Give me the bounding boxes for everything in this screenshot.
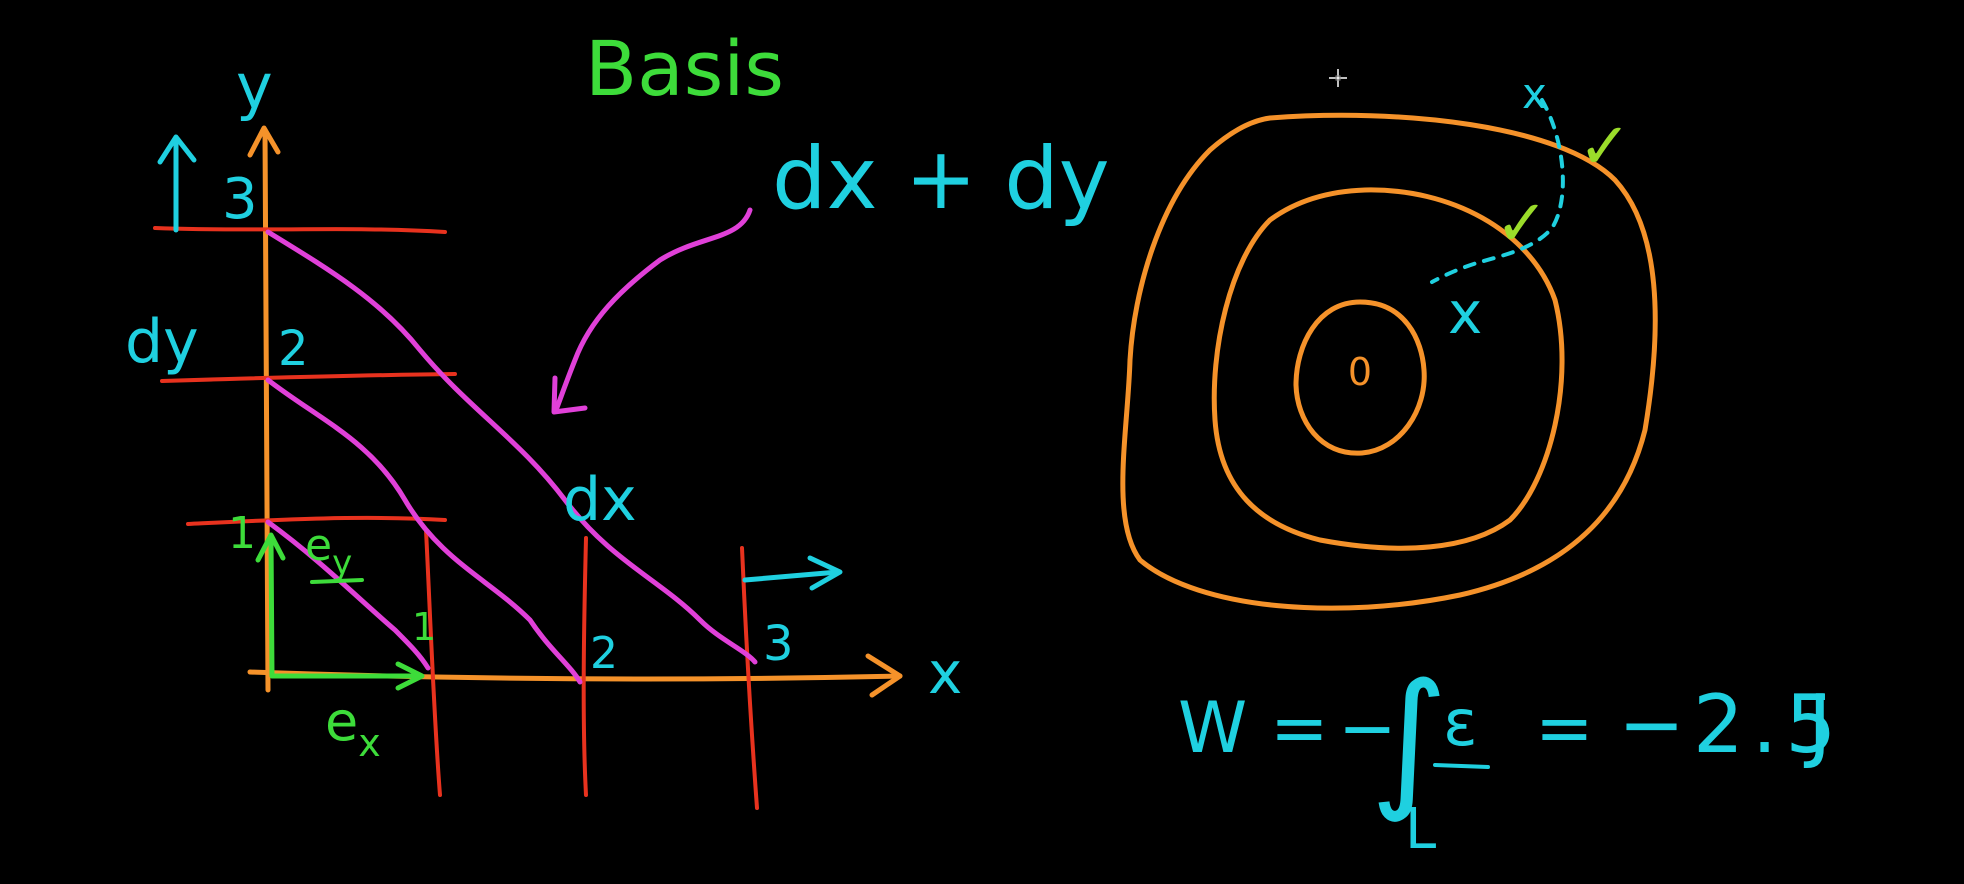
y-axis-line: [262, 127, 271, 693]
y-tick-label-3: 3: [222, 167, 258, 232]
gridline-y1: [186, 515, 447, 526]
y-tick-label-2: 2: [278, 321, 309, 377]
diagonal-level-3: [265, 229, 758, 665]
y-tick-label-1: 1: [228, 508, 256, 559]
integral-symbol: ∫: [1370, 652, 1448, 826]
dx-label: dx: [563, 465, 637, 535]
x-axis-arrowhead: [865, 653, 903, 698]
cyan-path-dashed: [1430, 98, 1565, 284]
middle-contour: [1211, 187, 1565, 551]
center-label: 0: [1348, 350, 1372, 394]
equation-lhs: W: [1178, 687, 1247, 769]
cross-mark-bottom: x: [1448, 279, 1482, 347]
ey-basis-vector: [268, 537, 275, 679]
x-tick-label-1: 1: [412, 605, 436, 649]
crosshair-move-icon: [1329, 69, 1347, 87]
equation-unit: J: [1803, 678, 1832, 771]
diagonal-level-2: [265, 377, 583, 685]
title-basis: Basis: [585, 24, 784, 113]
ey-label-underline: [310, 578, 364, 584]
ey-label-base: e: [305, 520, 332, 571]
dy-label: dy: [125, 307, 199, 377]
sum-pointer-arrowhead: [551, 375, 588, 415]
dx-plus-dy-label: dx + dy: [772, 129, 1110, 229]
x-tick-label-3: 3: [763, 616, 794, 672]
integrand-underline: [1433, 763, 1490, 769]
work-equation: W = − ∫ ε L = −2.5 J: [1178, 652, 1844, 862]
integrand-epsilon: ε: [1443, 687, 1478, 761]
equation-equals-1: =: [1270, 687, 1329, 769]
inner-contour: [1293, 299, 1427, 456]
outer-contour: [1120, 112, 1658, 611]
up-arrow-icon-head: [157, 134, 197, 165]
check-mark-inner: ✓: [1495, 187, 1549, 261]
ex-label-subscript: x: [358, 721, 381, 765]
gridline-y2: [160, 372, 457, 383]
right-arrow-icon-head: [807, 555, 843, 591]
gridline-y3: [153, 226, 447, 234]
integral-lower-limit: L: [1405, 797, 1436, 862]
ey-basis-arrowhead: [255, 532, 286, 563]
equation-equals-2: =: [1535, 687, 1594, 769]
gridline-x1: [424, 528, 442, 797]
cross-mark-top: x: [1522, 69, 1547, 118]
sum-pointer-arrow: [553, 207, 753, 413]
gridline-x2: [581, 536, 588, 797]
left-coordinate-diagram: y x 1 2 3 1 2 3: [125, 50, 1110, 810]
ey-label-subscript: y: [332, 543, 352, 583]
y-axis-label: y: [236, 50, 273, 123]
equation-rhs-value: −2.5: [1618, 678, 1844, 771]
diagonal-level-1: [265, 519, 431, 671]
right-contour-diagram: 0 x x ✓ ✓: [1120, 69, 1658, 611]
ex-basis-arrowhead: [395, 661, 425, 691]
check-mark-outer: ✓: [1578, 110, 1632, 184]
gridline-x3: [740, 546, 759, 810]
x-axis-label: x: [928, 639, 962, 707]
ey-label: ey: [305, 520, 352, 583]
ex-label: ex: [325, 690, 381, 765]
ex-label-base: e: [325, 690, 358, 753]
x-tick-label-2: 2: [590, 628, 618, 679]
y-axis-arrowhead: [247, 125, 281, 158]
right-arrow-icon: [742, 569, 841, 583]
equation-minus-1: −: [1338, 687, 1397, 769]
